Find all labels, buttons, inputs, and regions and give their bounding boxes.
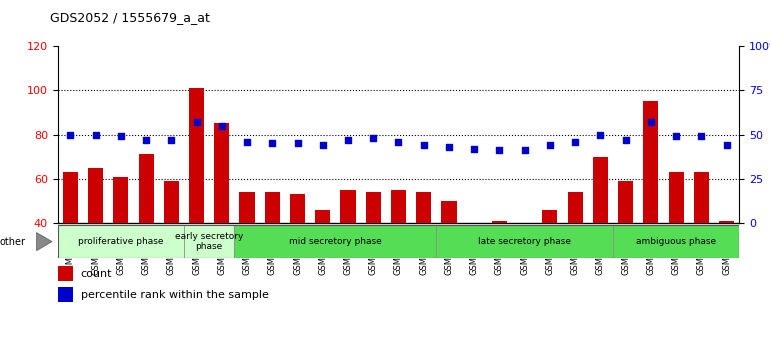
Point <box>291 141 303 146</box>
Point <box>190 119 203 125</box>
Point <box>367 135 380 141</box>
Text: ambiguous phase: ambiguous phase <box>636 237 716 246</box>
Bar <box>58 266 73 281</box>
Point <box>468 146 480 152</box>
Point <box>695 133 708 139</box>
Bar <box>214 124 229 223</box>
Point <box>721 142 733 148</box>
Point <box>241 139 253 144</box>
Bar <box>113 177 129 223</box>
Bar <box>58 287 73 302</box>
Point <box>518 148 531 153</box>
Bar <box>315 210 330 223</box>
Bar <box>58 225 184 258</box>
Bar <box>668 172 684 223</box>
Bar <box>719 221 734 223</box>
Text: early secretory
phase: early secretory phase <box>175 232 243 251</box>
Point <box>342 137 354 143</box>
Point <box>115 133 127 139</box>
Bar <box>416 192 431 223</box>
Bar <box>184 225 234 258</box>
Point <box>544 142 556 148</box>
Text: percentile rank within the sample: percentile rank within the sample <box>81 290 269 300</box>
Point <box>644 119 657 125</box>
Bar <box>265 192 280 223</box>
Bar <box>613 225 739 258</box>
Bar <box>88 168 103 223</box>
Point <box>392 139 404 144</box>
Point <box>494 148 506 153</box>
Text: GDS2052 / 1555679_a_at: GDS2052 / 1555679_a_at <box>50 11 210 24</box>
Bar <box>139 154 154 223</box>
Point <box>417 142 430 148</box>
Bar <box>694 172 709 223</box>
Bar <box>189 88 204 223</box>
Bar <box>340 190 356 223</box>
Point <box>89 132 102 137</box>
Text: late secretory phase: late secretory phase <box>478 237 571 246</box>
Bar <box>437 225 613 258</box>
Bar <box>567 192 583 223</box>
Bar <box>643 101 658 223</box>
Point <box>140 137 152 143</box>
Text: count: count <box>81 269 112 279</box>
Point <box>266 141 279 146</box>
Point <box>443 144 455 150</box>
Point <box>569 139 581 144</box>
Bar <box>164 181 179 223</box>
Bar <box>618 181 633 223</box>
Bar <box>366 192 381 223</box>
Bar <box>441 201 457 223</box>
Point <box>316 142 329 148</box>
Bar <box>492 221 507 223</box>
Point <box>165 137 177 143</box>
Text: mid secretory phase: mid secretory phase <box>289 237 382 246</box>
Point <box>64 132 76 137</box>
Bar <box>239 192 255 223</box>
Polygon shape <box>37 233 52 251</box>
Bar <box>391 190 406 223</box>
Point <box>619 137 631 143</box>
Point <box>594 132 607 137</box>
Bar <box>234 225 437 258</box>
Point <box>216 123 228 129</box>
Bar <box>593 156 608 223</box>
Bar <box>63 172 78 223</box>
Text: other: other <box>0 236 26 247</box>
Bar <box>290 194 305 223</box>
Bar <box>542 210 557 223</box>
Text: proliferative phase: proliferative phase <box>78 237 163 246</box>
Point <box>670 133 682 139</box>
